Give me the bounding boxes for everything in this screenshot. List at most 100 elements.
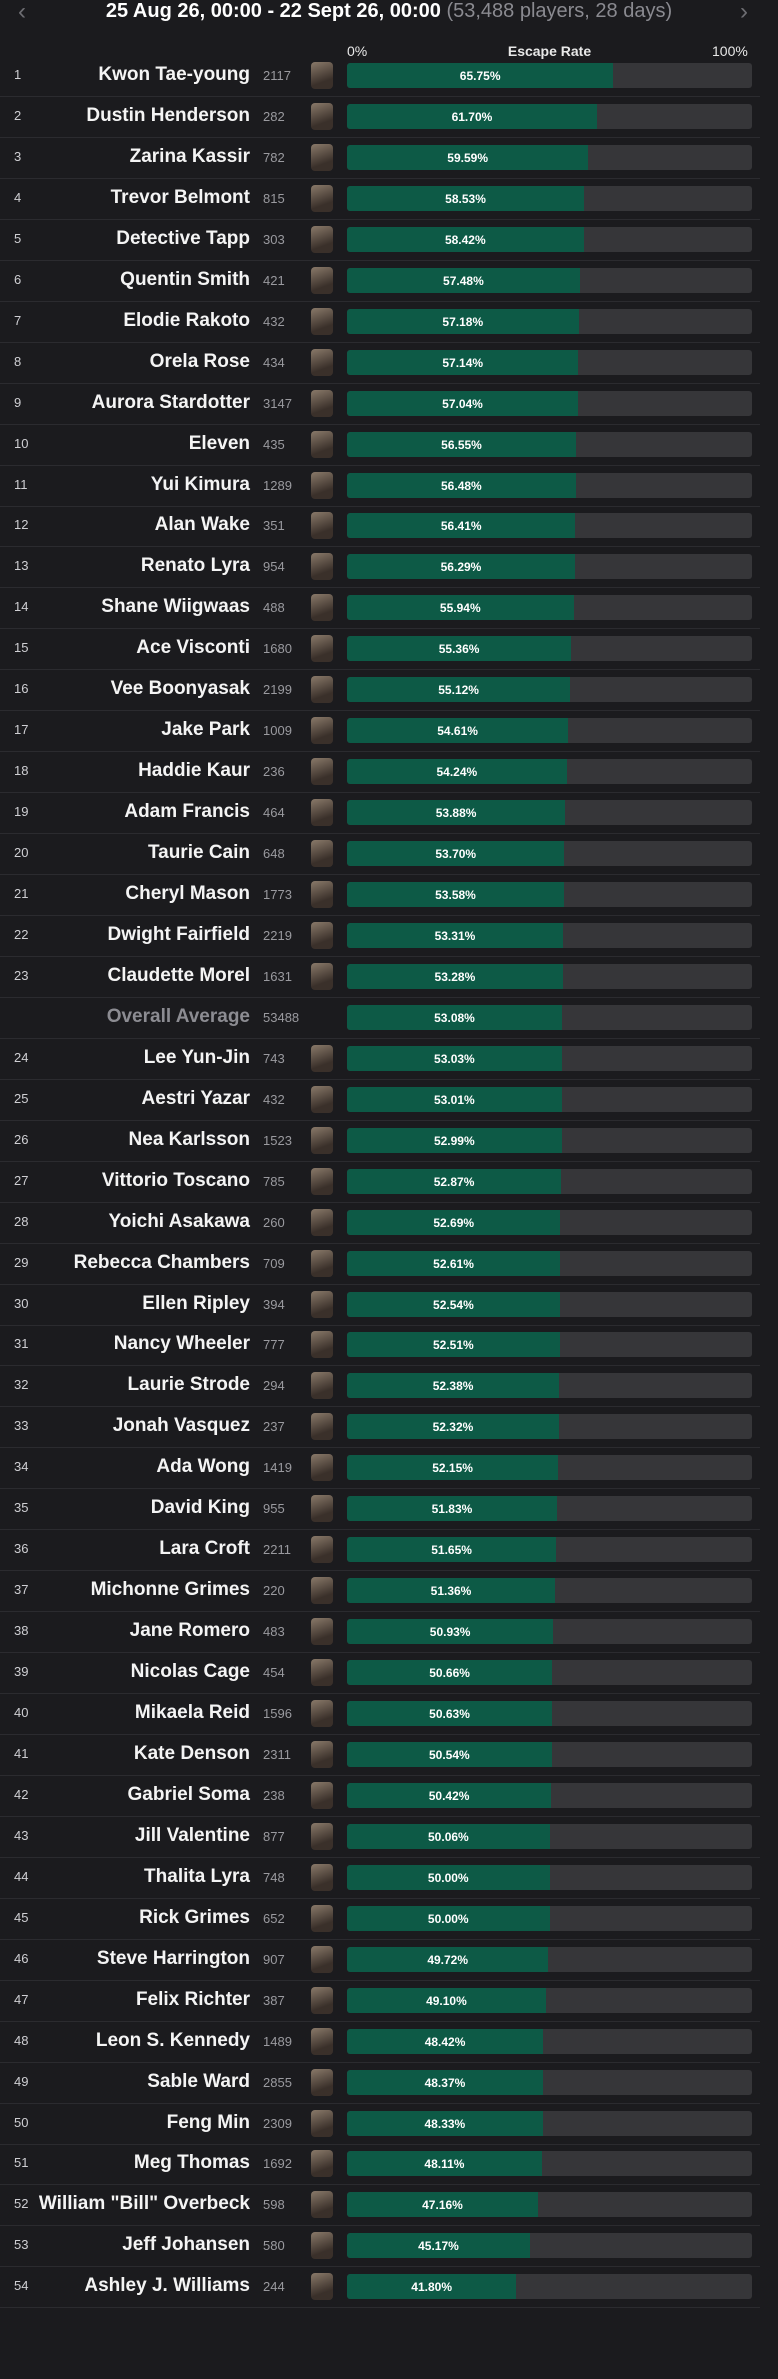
bar — [347, 595, 574, 621]
row: 33 Jonah Vasquez 237 52.32% — [0, 1406, 760, 1449]
avatar — [311, 1659, 333, 1687]
games-count: 907 — [263, 1951, 285, 1967]
bar — [347, 513, 576, 539]
rank: 22 — [14, 926, 29, 942]
row: 25 Aestri Yazar 432 53.01% — [0, 1079, 760, 1121]
avatar — [311, 635, 333, 663]
bar-track: 57.14% — [347, 349, 752, 375]
prev-button[interactable]: ‹ — [18, 0, 26, 25]
summary: (53,488 players, 28 days) — [446, 0, 673, 22]
games-count: 955 — [263, 1501, 285, 1517]
next-button[interactable]: › — [740, 0, 748, 25]
avatar — [311, 2191, 333, 2219]
bar-track: 53.01% — [347, 1086, 752, 1112]
bar — [347, 1782, 552, 1808]
rank: 24 — [14, 1049, 29, 1065]
bar-label: 55.36% — [438, 642, 480, 657]
bar — [347, 2110, 543, 2136]
bar-track: 52.87% — [347, 1168, 752, 1194]
rank: 45 — [14, 1909, 29, 1925]
bar-track: 50.00% — [347, 1905, 752, 1931]
bar-track: 65.75% — [347, 63, 752, 88]
name: Jake Park — [161, 719, 250, 741]
bar — [347, 63, 614, 88]
name: Ellen Ripley — [142, 1292, 250, 1314]
name: Yoichi Asakawa — [108, 1210, 250, 1232]
bar-track: 51.83% — [347, 1496, 752, 1522]
bar-label: 51.65% — [431, 1543, 472, 1558]
name: Ada Wong — [156, 1456, 250, 1478]
rank: 7 — [14, 312, 22, 328]
bar-label: 56.41% — [440, 519, 482, 534]
games-count: 282 — [263, 108, 285, 124]
bar-track: 53.03% — [347, 1045, 752, 1071]
name: Ashley J. Williams — [84, 2275, 250, 2297]
rank: 42 — [14, 1786, 29, 1802]
bar-label: 57.18% — [442, 314, 484, 329]
games-count: 454 — [263, 1665, 285, 1681]
bar-track: 53.88% — [347, 800, 752, 826]
avatar — [311, 143, 333, 171]
games-count: 432 — [263, 313, 285, 329]
bar-label: 45.17% — [418, 2239, 459, 2254]
row: 34 Ada Wong 1419 52.15% — [0, 1447, 760, 1490]
name: Vee Boonyasak — [110, 678, 250, 700]
games-count: 244 — [263, 2279, 285, 2295]
name: Kate Denson — [133, 1742, 250, 1764]
rank: 41 — [14, 1745, 29, 1761]
row: 11 Yui Kimura 1289 56.48% — [0, 465, 760, 507]
bar-track: 53.28% — [347, 963, 752, 989]
name: Nancy Wheeler — [113, 1333, 250, 1355]
games-count: 2199 — [263, 682, 292, 698]
avatar — [311, 1454, 333, 1482]
games-count: 1680 — [263, 641, 292, 657]
bar-track: 48.42% — [347, 2028, 752, 2054]
bar — [347, 1045, 562, 1071]
rank: 20 — [14, 845, 29, 861]
bar-track: 57.18% — [347, 308, 752, 334]
rank: 40 — [14, 1705, 29, 1720]
avatar — [311, 1331, 333, 1359]
row: 8 Orela Rose 434 57.14% — [0, 342, 760, 384]
bar-label: 49.10% — [426, 1993, 467, 2008]
games-count: 2311 — [263, 1746, 291, 1762]
avatar — [311, 62, 333, 89]
bar-track: 52.61% — [347, 1250, 752, 1276]
avatar — [311, 389, 333, 417]
bar — [347, 1987, 546, 2013]
row: 31 Nancy Wheeler 777 52.51% — [0, 1324, 760, 1367]
games-count: 652 — [263, 1910, 285, 1926]
bar — [347, 759, 567, 785]
bar — [347, 1373, 560, 1399]
row: 5 Detective Tapp 303 58.42% — [0, 219, 760, 261]
row: 14 Shane Wiigwaas 488 55.94% — [0, 587, 760, 630]
avatar — [311, 840, 333, 868]
bar — [347, 1578, 555, 1604]
avatar — [311, 1044, 333, 1072]
row: 41 Kate Denson 2311 50.54% — [0, 1734, 760, 1776]
avatar — [311, 1618, 333, 1646]
games-count: 2219 — [263, 927, 292, 943]
rank: 51 — [14, 2155, 29, 2171]
bar-track: 52.32% — [347, 1414, 752, 1440]
games-count: 1596 — [263, 1706, 292, 1721]
name: Jill Valentine — [134, 1824, 250, 1846]
avatar — [311, 2273, 333, 2301]
avatar — [311, 2068, 333, 2096]
bar-track: 49.72% — [347, 1946, 752, 1972]
rank: 32 — [14, 1377, 29, 1393]
bar-track: 58.42% — [347, 226, 752, 252]
games-count: 464 — [263, 805, 285, 821]
name: Orela Rose — [149, 350, 250, 372]
games-count: 1631 — [263, 968, 292, 984]
name: Sable Ward — [147, 2070, 250, 2092]
row: 7 Elodie Rakoto 432 57.18% — [0, 301, 760, 343]
row: 20 Taurie Cain 648 53.70% — [0, 833, 760, 876]
bar-track: 52.51% — [347, 1332, 752, 1358]
bar — [347, 554, 575, 580]
rank: 29 — [14, 1254, 29, 1270]
avatar — [311, 553, 333, 581]
rank: 17 — [14, 722, 29, 738]
games-count: 954 — [263, 559, 285, 575]
bar — [347, 2192, 538, 2218]
